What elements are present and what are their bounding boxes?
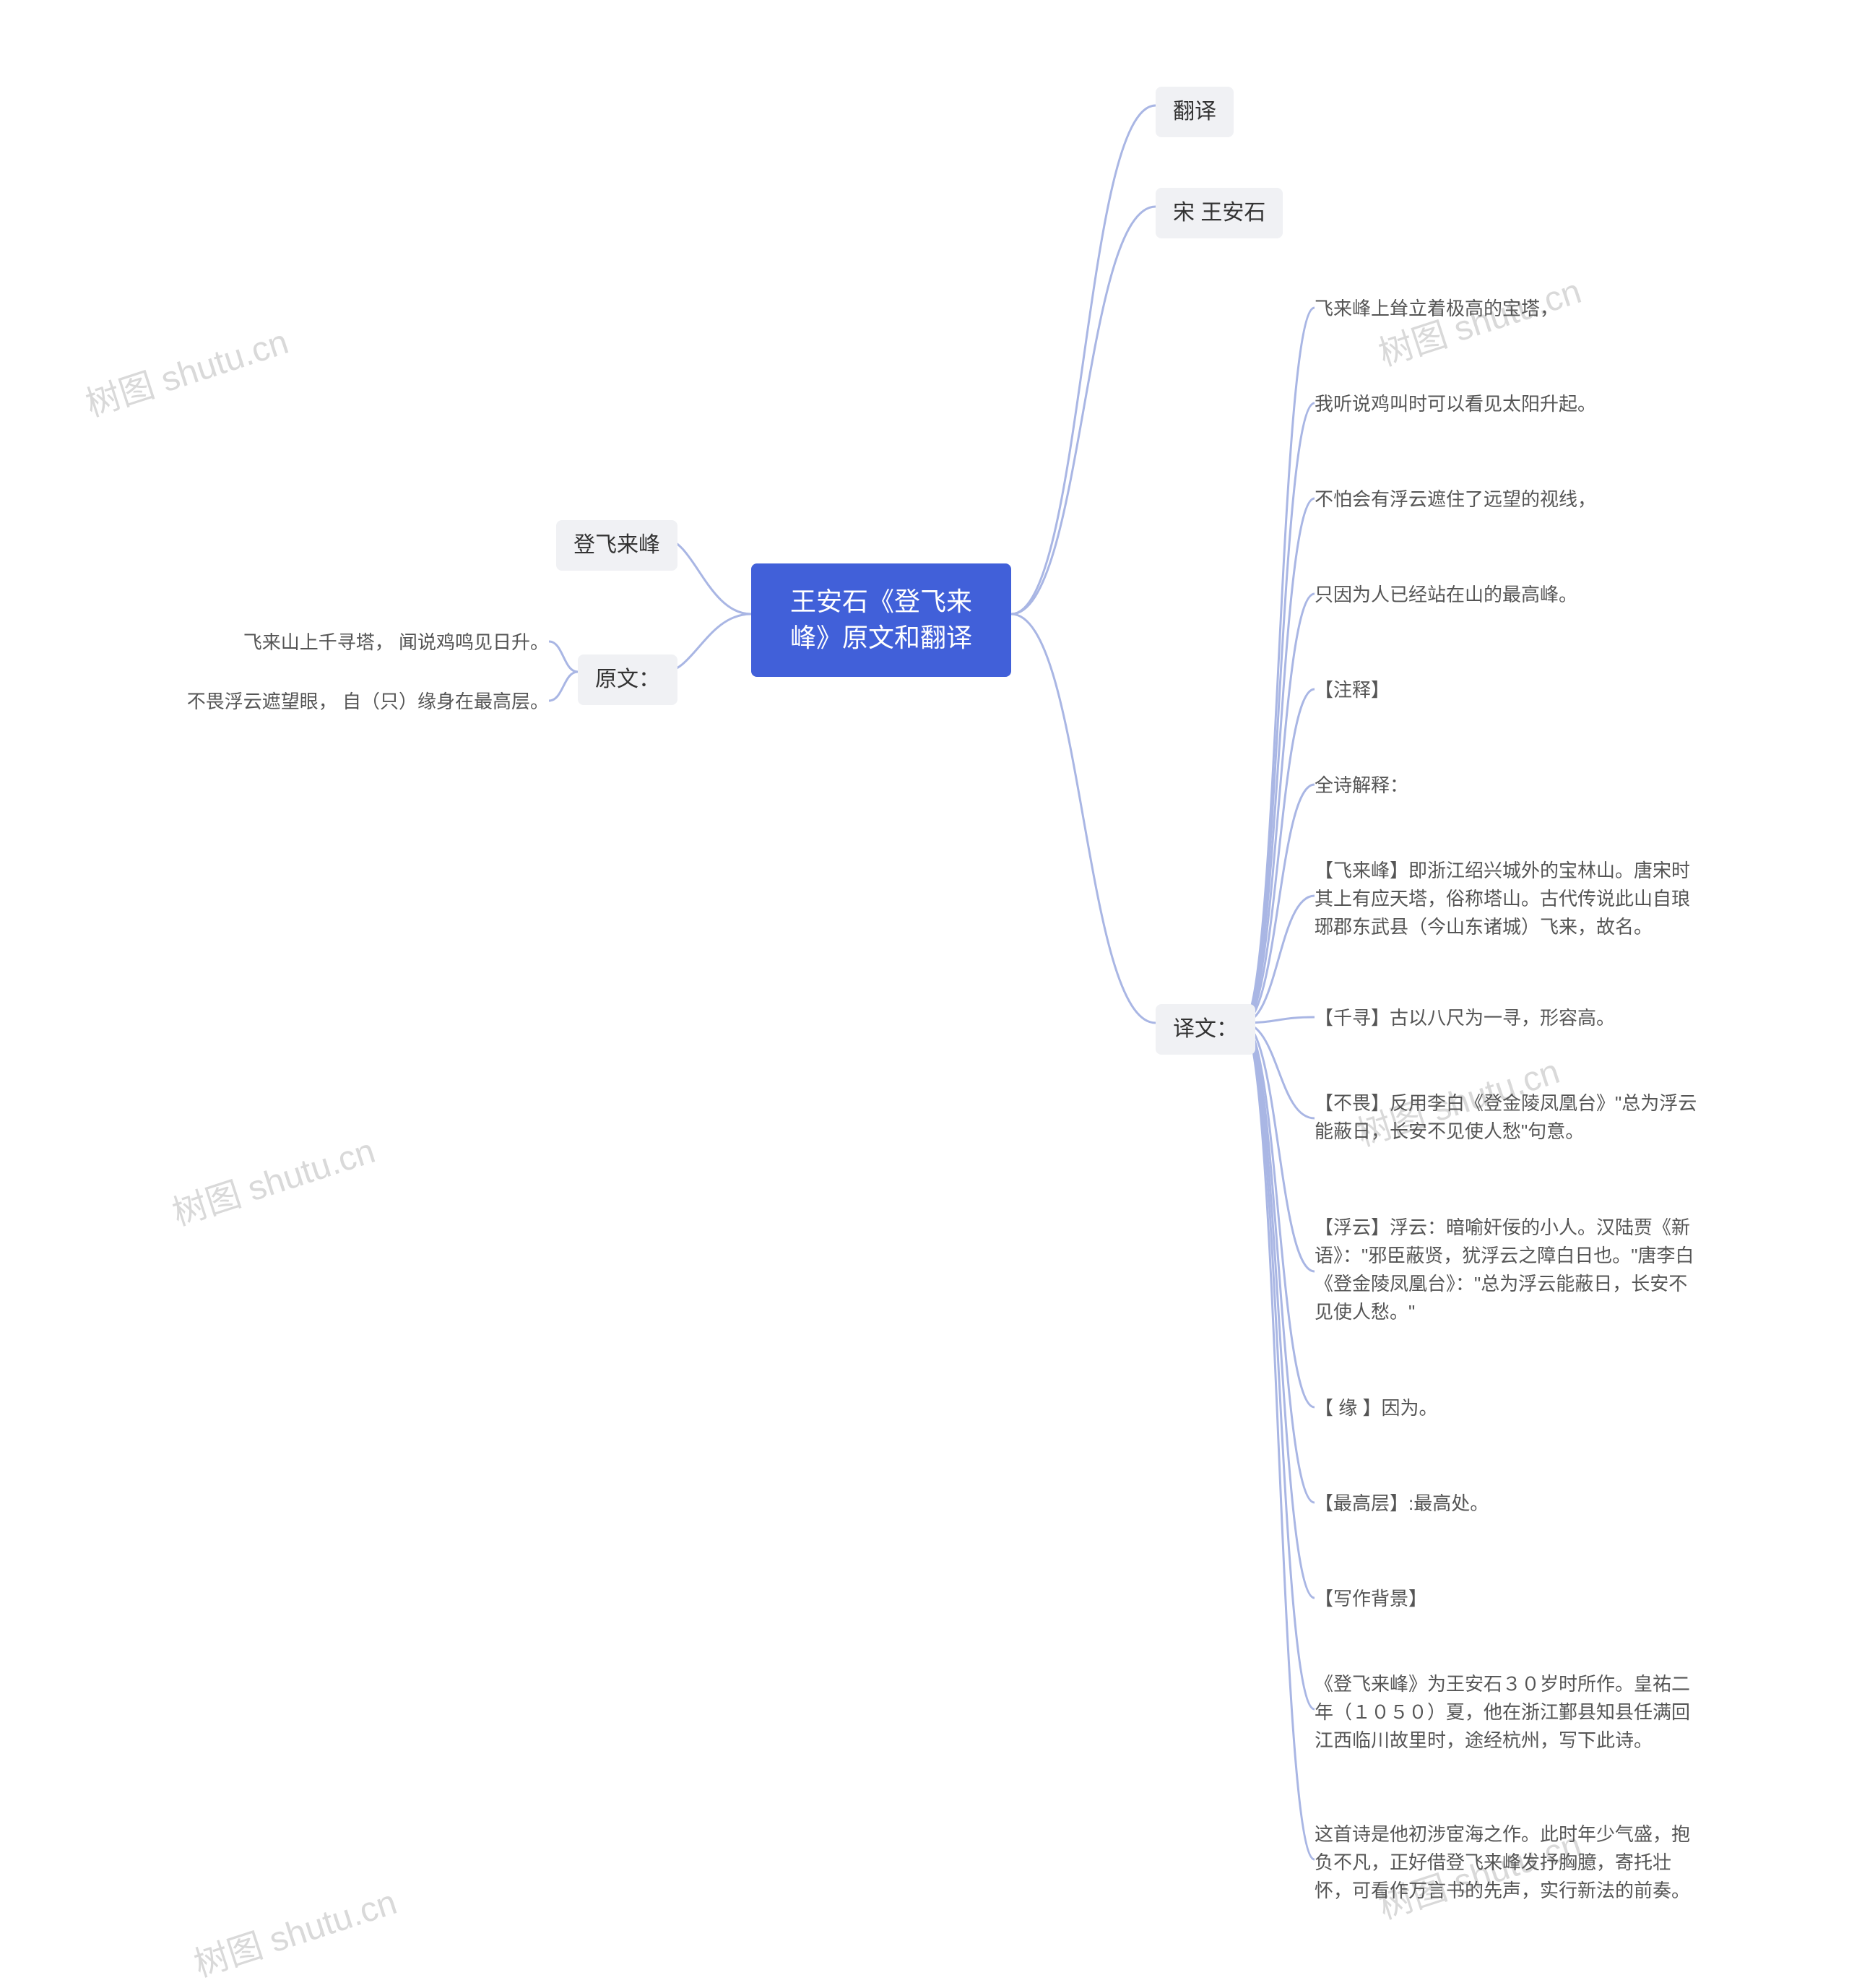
watermark: 树图 shutu.cn bbox=[186, 1874, 402, 1987]
leaf-t13: 【写作背景】 bbox=[1315, 1585, 1473, 1613]
watermark: 树图 shutu.cn bbox=[165, 1123, 380, 1235]
leaf-t4: 只因为人已经站在山的最高峰。 bbox=[1315, 581, 1632, 609]
leaf-t11: 【 缘 】因为。 bbox=[1315, 1394, 1502, 1422]
branch-translated-text[interactable]: 译文： bbox=[1156, 1004, 1255, 1055]
mindmap-canvas: 树图 shutu.cn 树图 shutu.cn 树图 shutu.cn 树图 s… bbox=[0, 0, 1849, 1988]
leaf-t10: 【浮云】浮云：暗喻奸佞的小人。汉陆贾《新语》："邪臣蔽贤，犹浮云之障白日也。"唐… bbox=[1315, 1214, 1705, 1326]
leaf-t6: 全诗解释： bbox=[1315, 772, 1459, 800]
leaf-original-line1: 飞来山上千寻塔， 闻说鸡鸣见日升。 bbox=[144, 628, 549, 657]
leaf-t8: 【千寻】古以八尺为一寻，形容高。 bbox=[1315, 1004, 1661, 1032]
leaf-t3: 不怕会有浮云遮住了远望的视线， bbox=[1315, 485, 1654, 514]
leaf-t2: 我听说鸡叫时可以看见太阳升起。 bbox=[1315, 390, 1654, 418]
leaf-t7: 【飞来峰】即浙江绍兴城外的宝林山。唐宋时其上有应天塔，俗称塔山。古代传说此山自琅… bbox=[1315, 857, 1705, 941]
watermark: 树图 shutu.cn bbox=[78, 314, 293, 426]
leaf-t5: 【注释】 bbox=[1315, 676, 1459, 704]
leaf-t9: 【不畏】反用李白《登金陵凤凰台》"总为浮云能蔽日，长安不见使人愁"句意。 bbox=[1315, 1089, 1705, 1146]
branch-original-text[interactable]: 原文： bbox=[578, 654, 677, 705]
leaf-original-line2: 不畏浮云遮望眼， 自（只）缘身在最高层。 bbox=[101, 688, 549, 716]
branch-poem-title[interactable]: 登飞来峰 bbox=[556, 520, 677, 571]
leaf-t1: 飞来峰上耸立着极高的宝塔， bbox=[1315, 295, 1625, 323]
root-node[interactable]: 王安石《登飞来峰》原文和翻译 bbox=[751, 563, 1011, 677]
branch-author[interactable]: 宋 王安石 bbox=[1156, 188, 1283, 238]
branch-translation-header[interactable]: 翻译 bbox=[1156, 87, 1234, 137]
leaf-t12: 【最高层】:最高处。 bbox=[1315, 1490, 1546, 1518]
leaf-t15: 这首诗是他初涉宦海之作。此时年少气盛，抱负不凡，正好借登飞来峰发抒胸臆，寄托壮怀… bbox=[1315, 1820, 1705, 1905]
leaf-t14: 《登飞来峰》为王安石３０岁时所作。皇祐二年（１０５０）夏，他在浙江鄞县知县任满回… bbox=[1315, 1670, 1705, 1755]
